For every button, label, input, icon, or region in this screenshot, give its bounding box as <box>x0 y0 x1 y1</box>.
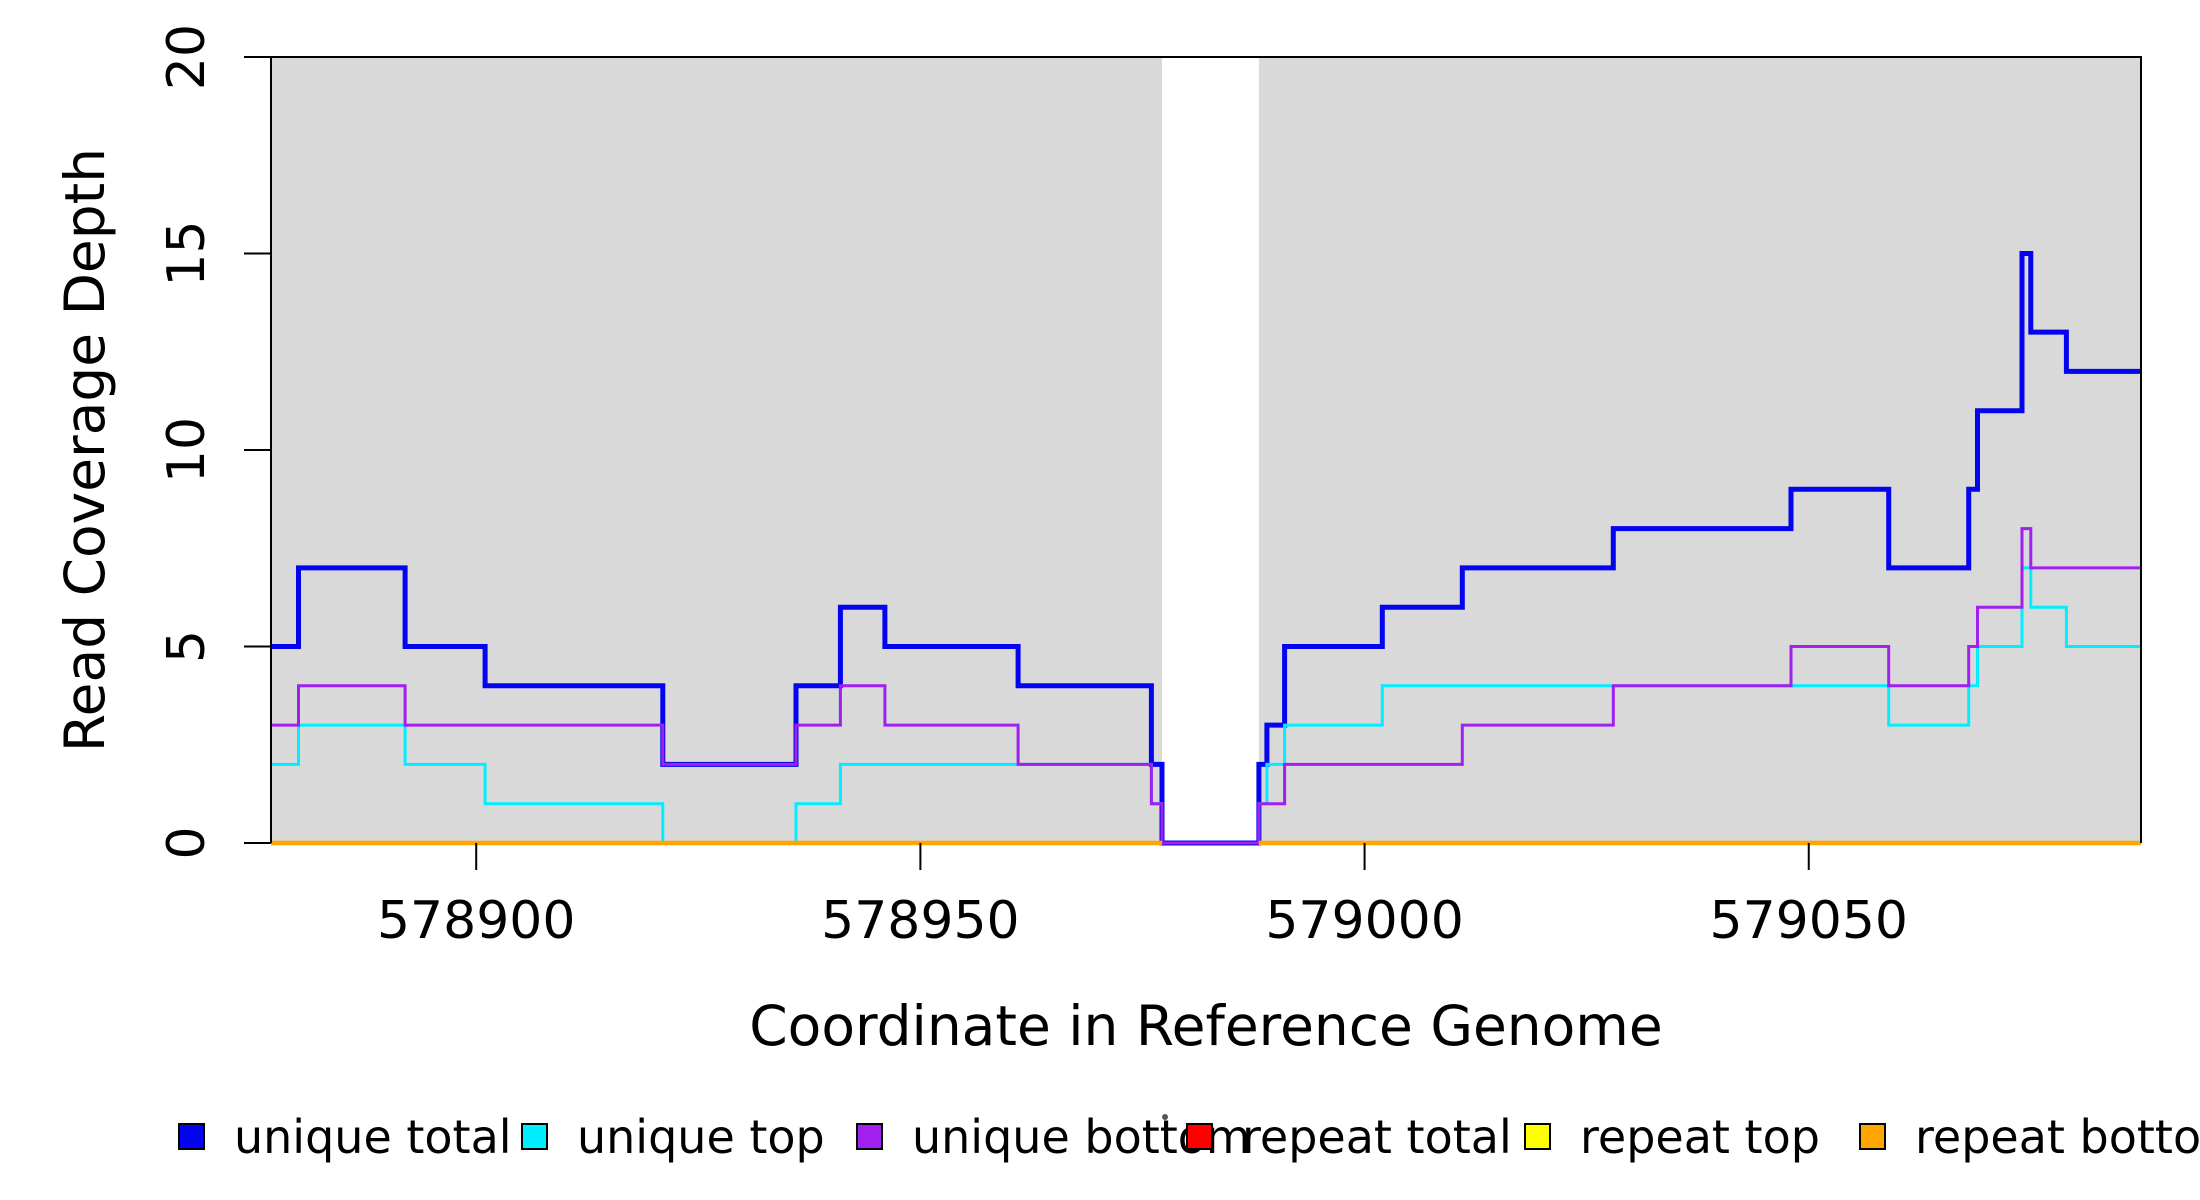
y-axis-tick-label: 0 <box>157 826 217 859</box>
legend-swatch-unique-top <box>521 1123 548 1150</box>
x-axis-tick-label: 578950 <box>821 891 1020 951</box>
y-axis-tick-label: 5 <box>157 630 217 663</box>
y-axis-tick-label: 10 <box>157 417 217 483</box>
x-axis-tick-label: 578900 <box>377 891 576 951</box>
y-axis-tick-label: 15 <box>157 220 217 286</box>
legend-swatch-repeat-bottom <box>1859 1123 1886 1150</box>
legend-swatch-unique-total <box>178 1123 205 1150</box>
stray-dot <box>1162 1114 1168 1120</box>
plot-shaded-region-1 <box>1258 57 2141 843</box>
plot-shaded-region-0 <box>272 57 1163 843</box>
legend-label-repeat-top: repeat top <box>1580 1110 1820 1164</box>
series-unique-bottom-line <box>271 527 2141 845</box>
legend-label-unique-top: unique top <box>577 1110 825 1164</box>
legend-label-repeat-bottom: repeat bottom <box>1915 1110 2200 1164</box>
legend-swatch-repeat-top <box>1524 1123 1551 1150</box>
y-axis-tick-label: 20 <box>157 24 217 90</box>
x-axis-tick-label: 579000 <box>1265 891 1464 951</box>
y-axis-title: Read Coverage Depth <box>53 148 117 752</box>
legend-swatch-repeat-total <box>1186 1123 1213 1150</box>
x-axis-title: Coordinate in Reference Genome <box>749 994 1662 1058</box>
legend-label-repeat-total: repeat total <box>1242 1110 1512 1164</box>
x-axis-tick-label: 579050 <box>1709 891 1908 951</box>
legend-label-unique-total: unique total <box>234 1110 512 1164</box>
legend-swatch-unique-bottom <box>856 1123 883 1150</box>
